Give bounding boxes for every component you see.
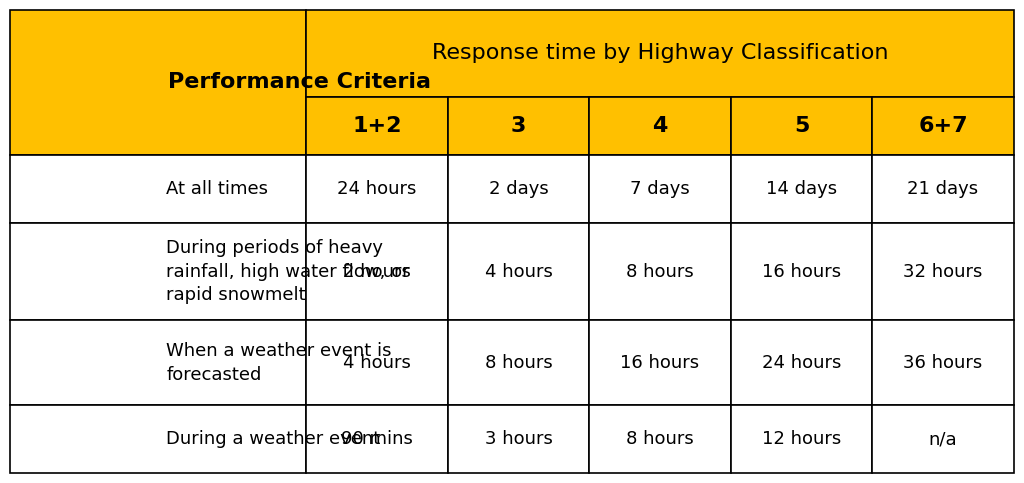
Text: 14 days: 14 days xyxy=(766,180,837,199)
Text: 16 hours: 16 hours xyxy=(762,263,841,281)
FancyBboxPatch shape xyxy=(731,405,872,473)
FancyBboxPatch shape xyxy=(589,405,731,473)
FancyBboxPatch shape xyxy=(306,156,447,223)
Text: 2 hours: 2 hours xyxy=(343,263,411,281)
Text: 8 hours: 8 hours xyxy=(484,354,552,372)
Text: 24 hours: 24 hours xyxy=(762,354,841,372)
Text: 1+2: 1+2 xyxy=(352,116,401,136)
Text: 36 hours: 36 hours xyxy=(903,354,983,372)
FancyBboxPatch shape xyxy=(872,223,1014,320)
Text: 2 days: 2 days xyxy=(488,180,549,199)
FancyBboxPatch shape xyxy=(306,405,447,473)
FancyBboxPatch shape xyxy=(10,223,306,320)
FancyBboxPatch shape xyxy=(731,97,872,156)
Text: 8 hours: 8 hours xyxy=(626,430,694,448)
Text: 5: 5 xyxy=(794,116,809,136)
FancyBboxPatch shape xyxy=(872,320,1014,405)
FancyBboxPatch shape xyxy=(589,223,731,320)
FancyBboxPatch shape xyxy=(306,223,447,320)
FancyBboxPatch shape xyxy=(589,156,731,223)
Text: 3: 3 xyxy=(511,116,526,136)
Text: 90 mins: 90 mins xyxy=(341,430,413,448)
Text: During a weather event: During a weather event xyxy=(167,430,381,448)
FancyBboxPatch shape xyxy=(10,10,306,156)
FancyBboxPatch shape xyxy=(872,405,1014,473)
Text: 7 days: 7 days xyxy=(630,180,690,199)
Text: Response time by Highway Classification: Response time by Highway Classification xyxy=(432,43,888,63)
Text: When a weather event is
forecasted: When a weather event is forecasted xyxy=(167,342,392,384)
Text: 32 hours: 32 hours xyxy=(903,263,983,281)
FancyBboxPatch shape xyxy=(872,156,1014,223)
Text: 3 hours: 3 hours xyxy=(484,430,553,448)
Text: 8 hours: 8 hours xyxy=(626,263,694,281)
FancyBboxPatch shape xyxy=(10,320,306,405)
Text: 4 hours: 4 hours xyxy=(484,263,553,281)
FancyBboxPatch shape xyxy=(306,320,447,405)
FancyBboxPatch shape xyxy=(731,156,872,223)
Text: 12 hours: 12 hours xyxy=(762,430,841,448)
Text: During periods of heavy
rainfall, high water flow, or
rapid snowmelt: During periods of heavy rainfall, high w… xyxy=(167,239,410,304)
FancyBboxPatch shape xyxy=(447,97,589,156)
FancyBboxPatch shape xyxy=(589,97,731,156)
FancyBboxPatch shape xyxy=(10,405,306,473)
FancyBboxPatch shape xyxy=(447,405,589,473)
FancyBboxPatch shape xyxy=(872,97,1014,156)
FancyBboxPatch shape xyxy=(731,223,872,320)
FancyBboxPatch shape xyxy=(447,320,589,405)
Text: 4: 4 xyxy=(652,116,668,136)
Text: 16 hours: 16 hours xyxy=(621,354,699,372)
Text: 21 days: 21 days xyxy=(907,180,979,199)
FancyBboxPatch shape xyxy=(306,10,1014,97)
Text: 4 hours: 4 hours xyxy=(343,354,411,372)
Text: At all times: At all times xyxy=(167,180,268,199)
FancyBboxPatch shape xyxy=(731,320,872,405)
FancyBboxPatch shape xyxy=(589,320,731,405)
Text: Performance Criteria: Performance Criteria xyxy=(169,72,431,92)
Text: 24 hours: 24 hours xyxy=(337,180,417,199)
FancyBboxPatch shape xyxy=(447,223,589,320)
Text: 6+7: 6+7 xyxy=(919,116,968,136)
FancyBboxPatch shape xyxy=(10,156,306,223)
FancyBboxPatch shape xyxy=(447,156,589,223)
Text: n/a: n/a xyxy=(929,430,957,448)
FancyBboxPatch shape xyxy=(306,97,447,156)
